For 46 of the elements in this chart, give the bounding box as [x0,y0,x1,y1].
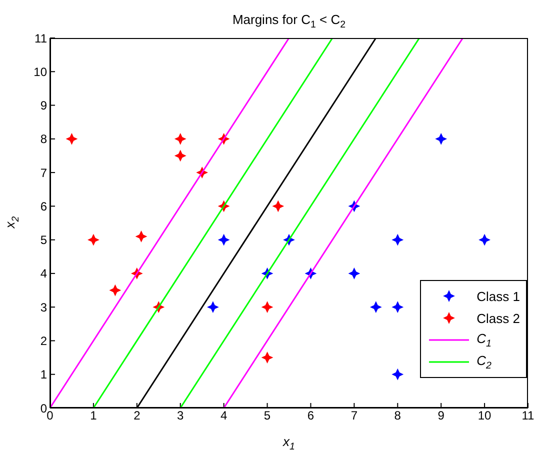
x-tick-label: 3 [177,408,184,423]
point [436,134,446,144]
point [348,268,360,279]
x-tick-label: 5 [264,408,271,423]
y-tick-label: 4 [40,266,48,281]
point [479,234,490,246]
point [66,134,78,144]
y-tick-label: 11 [34,31,48,46]
y-tick-label: 6 [40,199,48,214]
point [136,231,147,242]
x-tick-label: 11 [522,408,535,423]
point [392,302,404,312]
y-tick-label: 8 [40,132,48,146]
chart-title: Margins for C$_{1}$ < C$_{2}$ [232,12,346,31]
y-tick-label: 9 [40,98,48,113]
point [392,368,404,380]
x-tick-label: 1 [90,408,98,423]
point [262,302,273,312]
x-tick-label: 2 [134,408,141,423]
y-tick-label: 5 [40,233,48,248]
point [110,284,121,296]
x-tick-label: 8 [394,408,402,423]
point [174,150,186,162]
point [272,200,284,212]
point [88,234,99,246]
point [208,302,218,312]
y-tick-label: 1 [40,368,48,382]
x-tick-label: 6 [307,408,314,423]
y-tick-label: 3 [40,300,48,314]
x-tick-label: 10 [478,408,492,423]
point [262,352,273,363]
point [174,134,186,144]
legend-label: Class 1 [476,288,520,304]
point [392,234,404,246]
y-tick-label: 2 [40,334,48,348]
point [370,302,382,312]
legend-label: Class 2 [476,310,520,326]
x-tick-label: 9 [438,408,445,423]
legend-label: C$_{2}$ [476,352,492,372]
y-tick-label: 10 [34,64,48,79]
legend-label: C$_{1}$ [476,330,492,350]
point [218,234,230,246]
x-tick-label: 7 [350,408,358,423]
x-tick-label: 4 [220,408,228,423]
x-axis-title: x$_{1}$ [283,434,295,453]
y-tick-label: 7 [40,166,48,180]
